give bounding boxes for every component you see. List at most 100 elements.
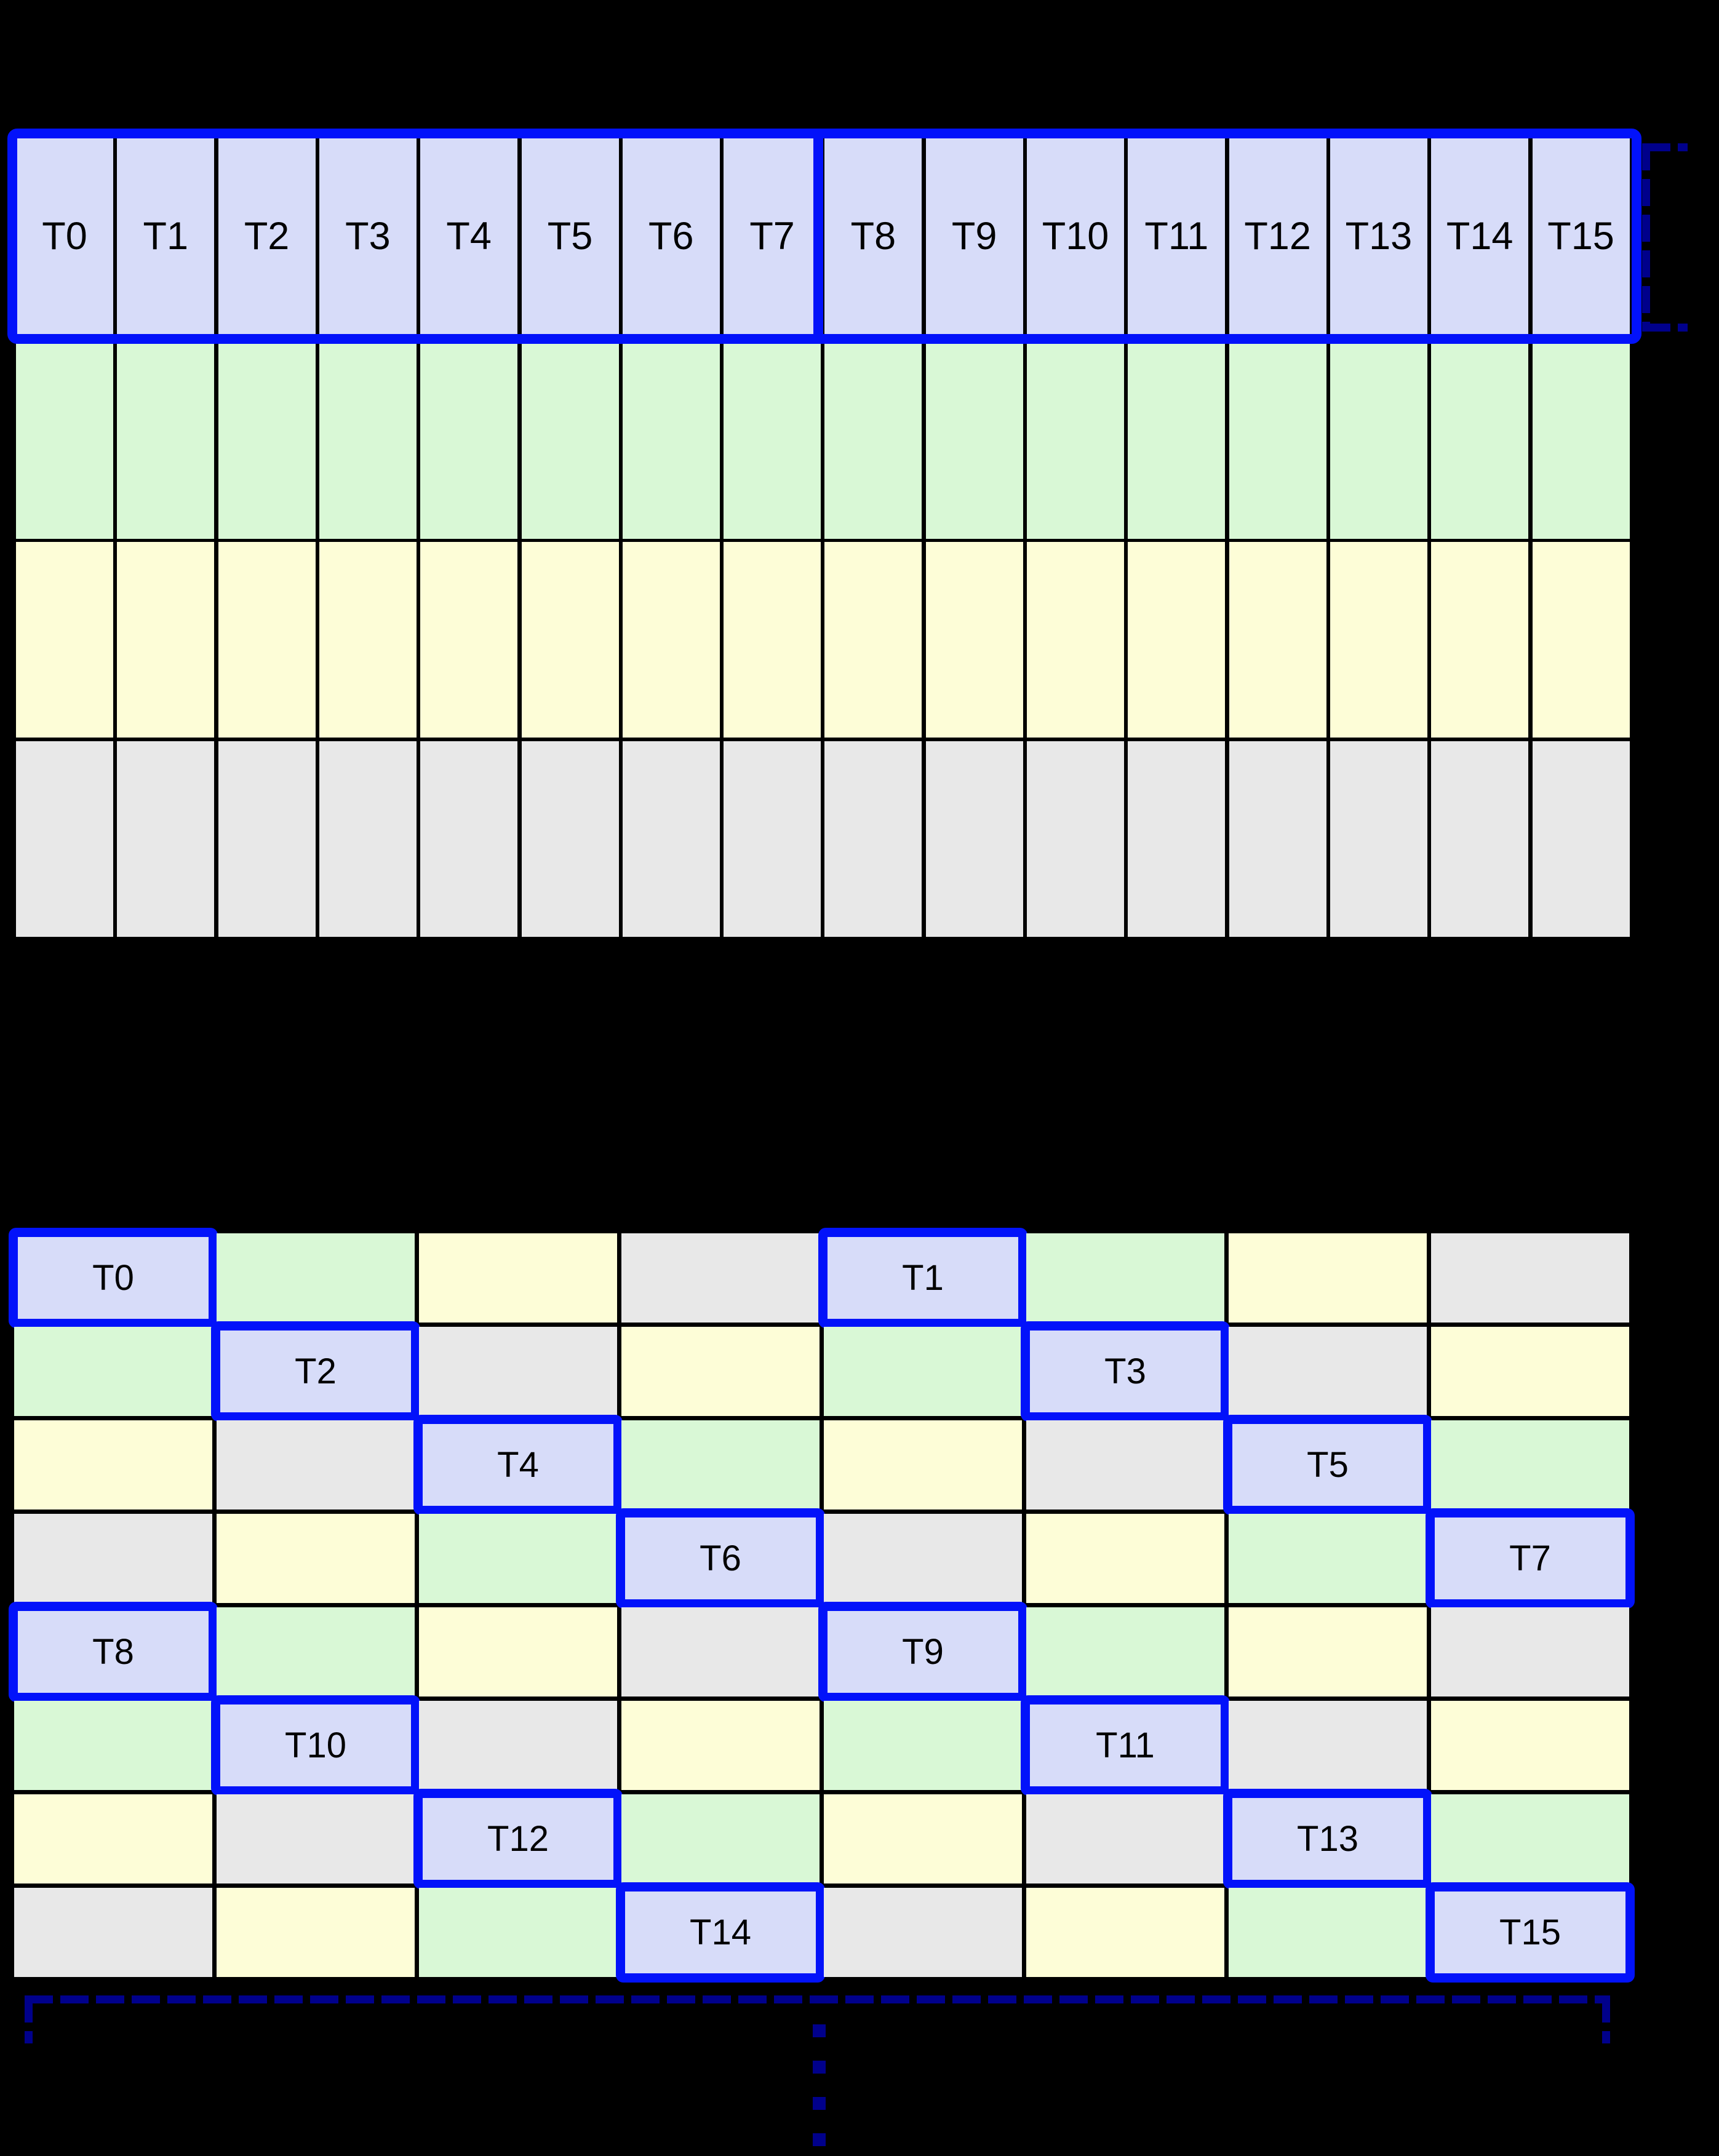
memory-row-cell: [622, 542, 720, 738]
thread-label: T4: [497, 1444, 539, 1485]
memory-row-cell: [925, 542, 1023, 738]
highlighted-thread-cell: T12: [413, 1789, 623, 1889]
memory-row-cell: [1431, 741, 1529, 937]
highlighted-thread-cell: T4: [413, 1415, 623, 1515]
warp-thread-cell: T14: [1431, 138, 1529, 334]
warp-thread-cell: T11: [1128, 138, 1226, 334]
memory-row-cell: [1128, 542, 1226, 738]
memory-bank-cell: [419, 1514, 617, 1603]
warp-thread-cell: T13: [1330, 138, 1427, 334]
continuation-ellipsis: [813, 2024, 826, 2154]
memory-row-cell: [420, 741, 518, 937]
memory-row-cell: [117, 542, 215, 738]
row-span-bracket-right-tick: [1602, 1995, 1610, 2043]
memory-bank-cell: [1431, 1607, 1629, 1697]
memory-bank-cell: [1229, 1701, 1427, 1790]
memory-bank-cell: [419, 1233, 617, 1323]
memory-row-cell: [1027, 343, 1124, 539]
memory-bank-cell: [621, 1420, 820, 1510]
memory-bank-cell: [1026, 1420, 1224, 1510]
memory-bank-cell: [419, 1327, 617, 1416]
thread-label: T6: [700, 1538, 741, 1578]
memory-row-cell: [521, 741, 619, 937]
memory-bank-cell: [824, 1701, 1022, 1790]
thread-label: T8: [92, 1631, 134, 1672]
thread-label: T13: [1345, 214, 1413, 258]
thread-label: T10: [285, 1725, 346, 1765]
warp-thread-cell: T10: [1027, 138, 1124, 334]
warp-bracket-top-cap: [1642, 143, 1688, 151]
memory-bank-cell: [621, 1794, 820, 1884]
memory-bank-cell: [1229, 1514, 1427, 1603]
thread-label: T12: [1244, 214, 1311, 258]
memory-bank-cell: [1431, 1327, 1629, 1416]
memory-bank-cell: [1026, 1794, 1224, 1884]
memory-row-cell: [16, 343, 113, 539]
highlighted-thread-cell: T8: [9, 1602, 218, 1702]
memory-bank-cell: [1229, 1888, 1427, 1977]
warp-thread-cell: T5: [521, 138, 619, 334]
memory-row-cell: [1431, 542, 1529, 738]
highlighted-thread-cell: T0: [9, 1228, 218, 1328]
thread-label: T0: [42, 214, 87, 258]
warp-thread-cell: T1: [117, 138, 215, 334]
highlighted-thread-cell: T10: [211, 1695, 420, 1796]
memory-bank-cell: [621, 1233, 820, 1323]
memory-row-cell: [1330, 741, 1427, 937]
warp-bracket-bottom-cap: [1642, 324, 1688, 332]
warp-thread-cell: T6: [622, 138, 720, 334]
warp-thread-cell: T7: [724, 138, 821, 334]
thread-label: T5: [547, 214, 593, 258]
memory-row-cell: [218, 343, 316, 539]
memory-row-cell: [925, 741, 1023, 937]
thread-label: T5: [1307, 1444, 1349, 1485]
warp-thread-cell: T15: [1532, 138, 1630, 334]
memory-bank-cell: [217, 1794, 415, 1884]
memory-row-cell: [218, 741, 316, 937]
memory-row-cell: [117, 741, 215, 937]
warp-thread-cell: T0: [16, 138, 113, 334]
memory-row-cell: [1330, 542, 1427, 738]
memory-row-cell: [117, 343, 215, 539]
memory-bank-cell: [14, 1701, 212, 1790]
memory-bank-cell: [824, 1327, 1022, 1416]
memory-row-cell: [319, 343, 417, 539]
thread-label: T7: [749, 214, 795, 258]
memory-row-cell: [824, 343, 922, 539]
thread-label: T12: [487, 1818, 549, 1859]
thread-label: T14: [1446, 214, 1514, 258]
memory-bank-cell: [217, 1420, 415, 1510]
memory-row-cell: [824, 542, 922, 738]
memory-bank-cell: [419, 1607, 617, 1697]
memory-row-cell: [16, 542, 113, 738]
highlighted-thread-cell: T11: [1021, 1695, 1230, 1796]
memory-bank-cell: [419, 1888, 617, 1977]
memory-bank-cell: [1229, 1607, 1427, 1697]
thread-label: T0: [92, 1257, 134, 1298]
thread-label: T15: [1499, 1912, 1561, 1952]
memory-bank-cell: [14, 1514, 212, 1603]
memory-row-cell: [1330, 343, 1427, 539]
memory-row-cell: [1128, 343, 1226, 539]
thread-label: T11: [1144, 214, 1209, 258]
highlighted-thread-cell: T7: [1426, 1508, 1635, 1609]
memory-row-cell: [1229, 343, 1326, 539]
memory-row-cell: [1532, 741, 1630, 937]
memory-bank-cell: [14, 1420, 212, 1510]
memory-row-cell: [218, 542, 316, 738]
memory-row-cell: [521, 343, 619, 539]
memory-row-cell: [420, 542, 518, 738]
thread-label: T15: [1547, 214, 1614, 258]
thread-label: T2: [244, 214, 290, 258]
thread-label: T6: [648, 214, 694, 258]
memory-bank-cell: [824, 1514, 1022, 1603]
highlighted-thread-cell: T13: [1223, 1789, 1432, 1889]
memory-bank-cell: [824, 1888, 1022, 1977]
highlighted-thread-cell: T9: [818, 1602, 1027, 1702]
memory-row-cell: [622, 741, 720, 937]
highlighted-thread-cell: T5: [1223, 1415, 1432, 1515]
memory-row-cell: [1027, 741, 1124, 937]
highlighted-thread-cell: T3: [1021, 1321, 1230, 1422]
thread-label: T2: [295, 1351, 337, 1391]
